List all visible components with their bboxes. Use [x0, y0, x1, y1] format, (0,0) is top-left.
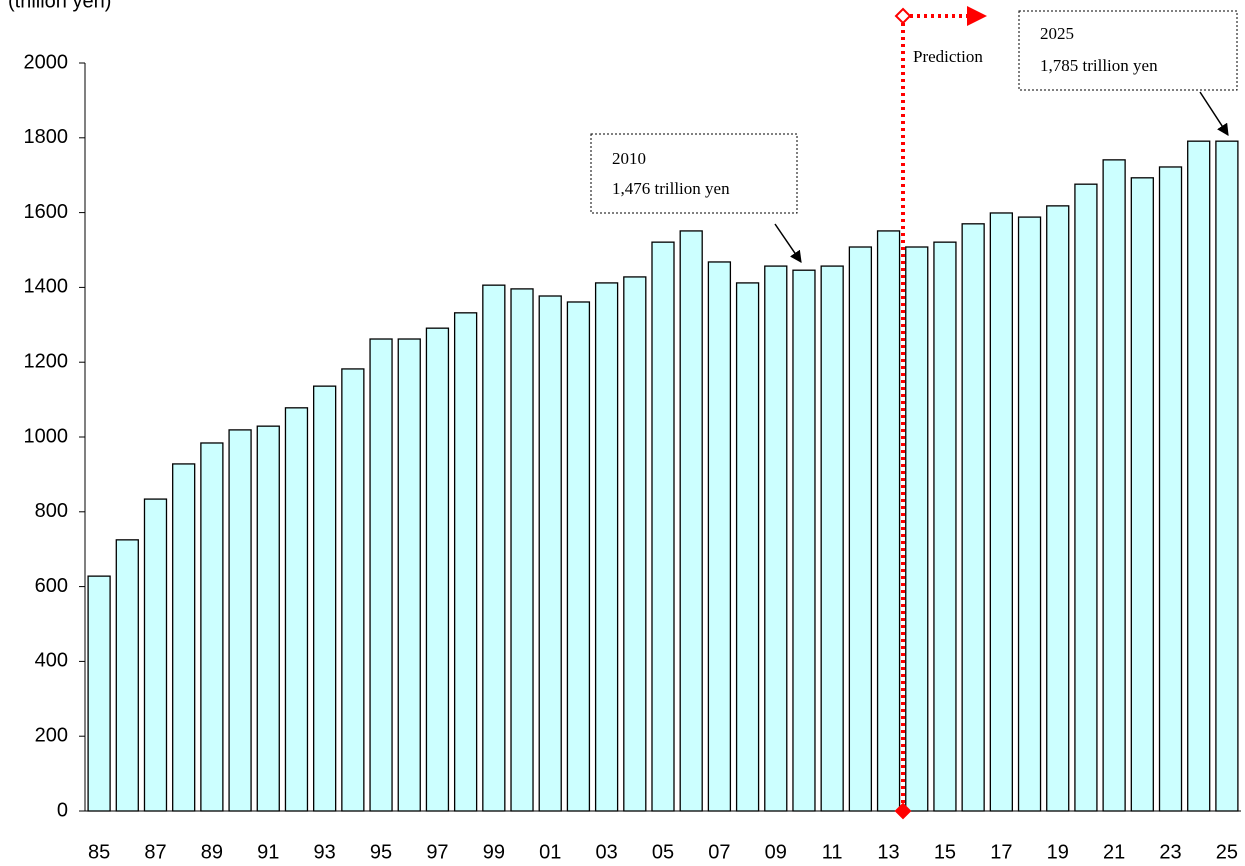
bar [172, 463, 196, 812]
annotation-arrow [1199, 91, 1229, 137]
y-tick-label: 800 [35, 500, 68, 522]
bar [848, 246, 873, 812]
annotation-box [1018, 10, 1238, 91]
bar [425, 327, 450, 812]
x-tick-label: 21 [1103, 841, 1125, 863]
y-tick-label: 1600 [24, 201, 69, 223]
bar [1187, 140, 1211, 812]
bar [989, 212, 1013, 812]
x-tick-label: 01 [539, 841, 561, 863]
x-tick-label: 23 [1159, 841, 1181, 863]
prediction-marker [894, 802, 912, 820]
y-tick-label: 1000 [24, 425, 69, 447]
y-tick-label: 400 [35, 650, 68, 672]
x-tick-label: 13 [877, 841, 899, 863]
x-tick-label: 97 [426, 841, 448, 863]
bar [115, 539, 139, 812]
bar [284, 407, 309, 812]
bar [1102, 159, 1126, 812]
y-axis-label: (trillion yen) [8, 0, 111, 12]
x-tick-label: 05 [652, 841, 674, 863]
bar [256, 425, 280, 812]
y-tick-label: 0 [57, 799, 68, 821]
y-tick-label: 2000 [24, 51, 69, 73]
bar [679, 230, 703, 812]
bar [1215, 140, 1239, 812]
annotation-year: 2025 [1040, 24, 1074, 43]
x-tick-label: 95 [370, 841, 392, 863]
bar [905, 246, 929, 812]
prediction-label: Prediction [913, 47, 983, 66]
bar [313, 385, 337, 812]
bar [397, 338, 421, 812]
x-tick-label: 17 [990, 841, 1012, 863]
bar [87, 575, 111, 812]
x-tick-label: 93 [314, 841, 336, 863]
y-tick-label: 200 [35, 724, 68, 746]
annotation-text: 1,476 trillion yen [612, 179, 730, 198]
bar [1017, 216, 1042, 812]
bar [482, 284, 506, 812]
bar [623, 276, 647, 812]
bar [538, 295, 562, 812]
prediction-marker [894, 7, 912, 25]
x-tick-label: 25 [1216, 841, 1238, 863]
x-tick-label: 19 [1047, 841, 1069, 863]
x-tick-label: 89 [201, 841, 223, 863]
bar [1158, 166, 1183, 812]
x-tick-label: 91 [257, 841, 279, 863]
bar [933, 241, 957, 812]
bar [651, 241, 675, 812]
bar [510, 288, 534, 812]
bar [1130, 177, 1154, 812]
bar [143, 498, 168, 812]
bar [1046, 205, 1070, 812]
bar [594, 282, 619, 812]
bars [87, 140, 1239, 812]
bar [369, 338, 393, 812]
x-tick-label: 03 [595, 841, 617, 863]
y-tick-label: 1400 [24, 276, 69, 298]
annotation-text: 1,785 trillion yen [1040, 56, 1158, 75]
x-tick-label: 85 [88, 841, 110, 863]
bar [876, 230, 901, 812]
x-tick-label: 99 [483, 841, 505, 863]
bar [820, 265, 844, 812]
y-tick-label: 1800 [24, 126, 69, 148]
x-tick-label: 11 [822, 841, 843, 863]
bar [453, 312, 478, 812]
bar [764, 265, 788, 812]
x-tick-label: 15 [934, 841, 956, 863]
annotation-year: 2010 [612, 149, 646, 168]
bar [341, 368, 365, 812]
y-tick-label: 600 [35, 575, 68, 597]
annotation-arrow [774, 223, 802, 263]
bar [1074, 183, 1098, 812]
bar [707, 261, 732, 812]
bar [792, 269, 816, 812]
x-tick-label: 87 [144, 841, 166, 863]
bar [200, 442, 224, 812]
bar [228, 429, 252, 812]
x-tick-label: 07 [708, 841, 730, 863]
bar [566, 301, 591, 812]
bar [961, 223, 985, 812]
x-tick-label: 09 [765, 841, 787, 863]
y-tick-label: 1200 [24, 350, 69, 372]
annotation-box [590, 133, 798, 214]
bar [735, 282, 760, 812]
